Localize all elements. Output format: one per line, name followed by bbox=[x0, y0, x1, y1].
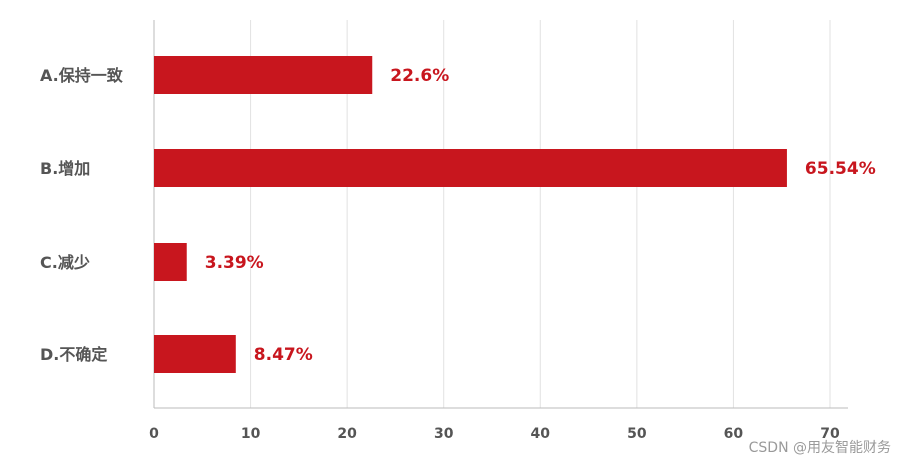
data-label: 65.54% bbox=[805, 159, 876, 179]
x-tick-label: 40 bbox=[531, 426, 551, 442]
category-label: D.不确定 bbox=[40, 345, 107, 364]
data-label: 8.47% bbox=[254, 345, 313, 365]
x-tick-label: 50 bbox=[627, 426, 647, 442]
x-tick-label: 10 bbox=[241, 426, 261, 442]
data-labels: 22.6% 65.54% 3.39% 8.47% bbox=[205, 66, 876, 365]
x-tick-label: 20 bbox=[337, 426, 357, 442]
x-tick-labels: 0 10 20 30 40 50 60 70 bbox=[149, 426, 840, 442]
bar bbox=[154, 335, 236, 373]
x-tick-label: 30 bbox=[434, 426, 454, 442]
category-labels: A.保持一致 B.增加 C.减少 D.不确定 bbox=[40, 66, 124, 364]
bar bbox=[154, 149, 787, 187]
watermark: CSDN @用友智能财务 bbox=[748, 440, 891, 456]
x-tick-label: 70 bbox=[820, 426, 840, 442]
data-label: 3.39% bbox=[205, 253, 264, 273]
bars bbox=[154, 56, 787, 373]
bar bbox=[154, 56, 373, 94]
bar bbox=[154, 243, 187, 281]
x-tick-label: 0 bbox=[149, 426, 159, 442]
data-label: 22.6% bbox=[390, 66, 449, 86]
x-tick-label: 60 bbox=[724, 426, 744, 442]
category-label: C.减少 bbox=[40, 253, 90, 272]
category-label: A.保持一致 bbox=[40, 66, 124, 85]
category-label: B.增加 bbox=[40, 159, 90, 178]
